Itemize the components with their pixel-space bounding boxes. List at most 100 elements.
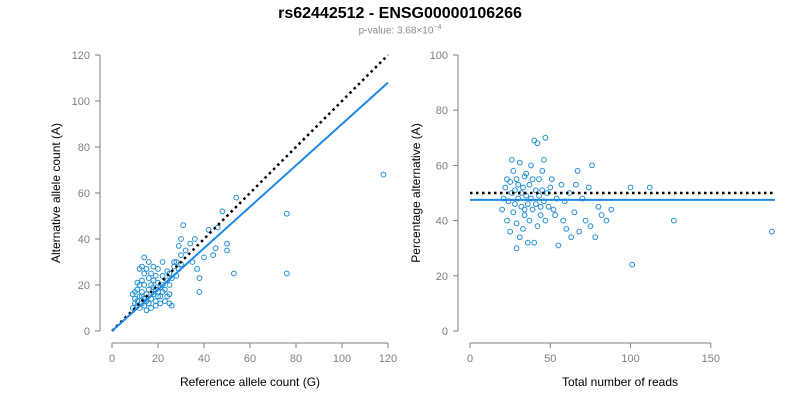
data-point (283, 210, 290, 217)
data-point (587, 223, 594, 230)
data-point (155, 293, 161, 300)
data-point (219, 208, 226, 215)
data-point (159, 272, 166, 279)
data-point (152, 302, 159, 309)
data-point (205, 226, 212, 233)
data-point (516, 159, 523, 166)
data-point (233, 194, 240, 201)
y-tick-label: 60 (436, 160, 448, 172)
data-point (504, 217, 510, 224)
data-point (571, 209, 578, 216)
data-point (515, 181, 522, 188)
data-point (148, 270, 155, 277)
x-tick-label: 50 (544, 353, 556, 365)
data-point (231, 270, 237, 277)
y-tick-label: 100 (72, 96, 90, 108)
data-point (558, 181, 565, 188)
data-point (573, 181, 579, 188)
y-tick-label: 40 (78, 234, 90, 246)
data-point (585, 184, 592, 191)
y-tick-label: 40 (436, 216, 448, 228)
data-point (194, 266, 201, 272)
data-point (157, 293, 164, 300)
fit-line (111, 81, 389, 332)
y-tick-label: 20 (436, 271, 448, 283)
data-point (178, 236, 184, 242)
data-point (534, 223, 541, 230)
data-point (507, 179, 514, 185)
pvalue-exponent: −4 (433, 24, 442, 31)
data-point (180, 222, 187, 229)
data-point (134, 279, 141, 286)
data-point (159, 259, 166, 265)
data-point (150, 263, 157, 270)
data-point (166, 291, 173, 298)
data-point (196, 289, 203, 295)
data-point (500, 195, 507, 202)
data-point (139, 289, 145, 295)
data-point (510, 168, 517, 174)
data-point (212, 245, 219, 252)
data-point (166, 270, 173, 277)
data-point (513, 220, 520, 227)
data-point (148, 305, 155, 311)
data-point (175, 243, 182, 249)
data-point (550, 206, 557, 213)
data-point (526, 217, 533, 224)
data-point (534, 140, 541, 147)
x-tick-label: 0 (467, 353, 473, 365)
data-point (532, 201, 539, 207)
data-point (563, 225, 570, 232)
x-tick-label: 0 (109, 353, 115, 365)
data-point (548, 176, 555, 183)
x-axis-title: Total number of reads (562, 375, 678, 389)
data-point (547, 184, 554, 191)
data-point (136, 293, 143, 300)
data-point (224, 240, 230, 247)
y-axis-title: Alternative allele count (A) (49, 123, 63, 263)
data-point (139, 263, 145, 270)
data-point (537, 212, 544, 218)
y-tick-label: 20 (78, 280, 90, 292)
data-point (537, 203, 544, 210)
data-point (536, 192, 542, 199)
data-point (155, 266, 161, 272)
data-point (524, 201, 531, 207)
data-point (150, 277, 157, 284)
data-point (157, 300, 164, 307)
data-point (143, 266, 150, 272)
data-point (512, 201, 518, 207)
data-point (187, 240, 194, 247)
x-tick-label: 60 (244, 353, 256, 365)
data-point (542, 134, 549, 141)
y-tick-label: 120 (72, 50, 90, 62)
y-tick-label: 0 (442, 326, 448, 338)
pvalue-text: p-value: 3.68×10 (358, 25, 434, 37)
data-point (504, 176, 510, 183)
data-point (646, 184, 653, 191)
data-point (166, 282, 173, 288)
data-point (168, 302, 175, 309)
data-point (129, 291, 136, 298)
data-point (499, 206, 506, 213)
data-point (171, 259, 178, 265)
data-point (210, 252, 217, 259)
data-point (508, 156, 515, 163)
data-point (629, 261, 636, 268)
reference-line (111, 54, 389, 332)
left-scatter-panel: 0 20 40 60 80 100 120 0 20 40 60 80 100 120 Reference … (49, 50, 397, 389)
data-point (159, 282, 166, 288)
data-point (542, 217, 549, 224)
data-point (568, 234, 575, 241)
data-point (589, 162, 595, 169)
data-point (520, 184, 526, 191)
data-point (513, 176, 520, 183)
data-point (178, 252, 184, 259)
data-point (539, 168, 546, 174)
data-point (521, 212, 528, 218)
data-point (502, 184, 509, 191)
data-point (145, 275, 152, 282)
data-point (595, 203, 602, 210)
data-point (528, 195, 534, 202)
